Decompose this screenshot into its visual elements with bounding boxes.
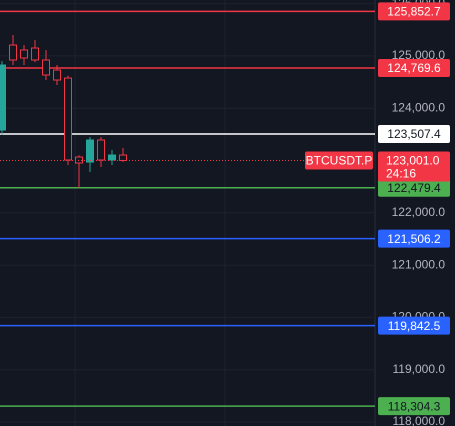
level-badge <box>378 124 450 143</box>
y-tick-label: 125,000.0 <box>392 48 446 62</box>
level-label: 123,507.4 <box>387 127 441 141</box>
level-label: 118,304.3 <box>388 399 441 413</box>
level-badge <box>378 178 450 197</box>
candle-body <box>108 154 116 161</box>
level-badge <box>378 316 450 335</box>
candle-body <box>97 139 105 161</box>
y-tick-label: 119,000.0 <box>393 362 446 376</box>
y-tick-label: 124,000.0 <box>392 100 446 114</box>
symbol-tag <box>305 151 373 170</box>
candle-body <box>42 59 50 76</box>
candle-body <box>20 49 28 59</box>
symbol-label: BTCUSDT.P <box>306 154 373 168</box>
y-tick-label: 121,000.0 <box>392 257 446 271</box>
last-price-label: 123,001.0 <box>386 154 440 168</box>
y-tick-label: 122,000.0 <box>392 205 446 219</box>
level-label: 124,769.6 <box>387 61 441 75</box>
level-badge <box>378 2 450 21</box>
level-badge <box>378 397 450 416</box>
level-label: 121,506.2 <box>387 232 441 246</box>
level-badge <box>378 58 450 77</box>
candle-body <box>9 44 17 61</box>
last-price-badge <box>378 151 450 182</box>
y-tick-label: 118,000.0 <box>393 414 446 426</box>
countdown-label: 24:16 <box>386 167 416 181</box>
level-label: 122,479.4 <box>387 181 441 195</box>
level-label: 119,842.5 <box>388 319 441 333</box>
level-label: 125,852.7 <box>387 4 441 18</box>
level-badge <box>378 229 450 248</box>
candle-body <box>86 139 94 163</box>
candle-body <box>0 64 6 131</box>
candle-body <box>53 69 61 81</box>
candle-body <box>31 47 39 61</box>
candle-body <box>119 154 127 161</box>
candle-body <box>64 77 72 161</box>
